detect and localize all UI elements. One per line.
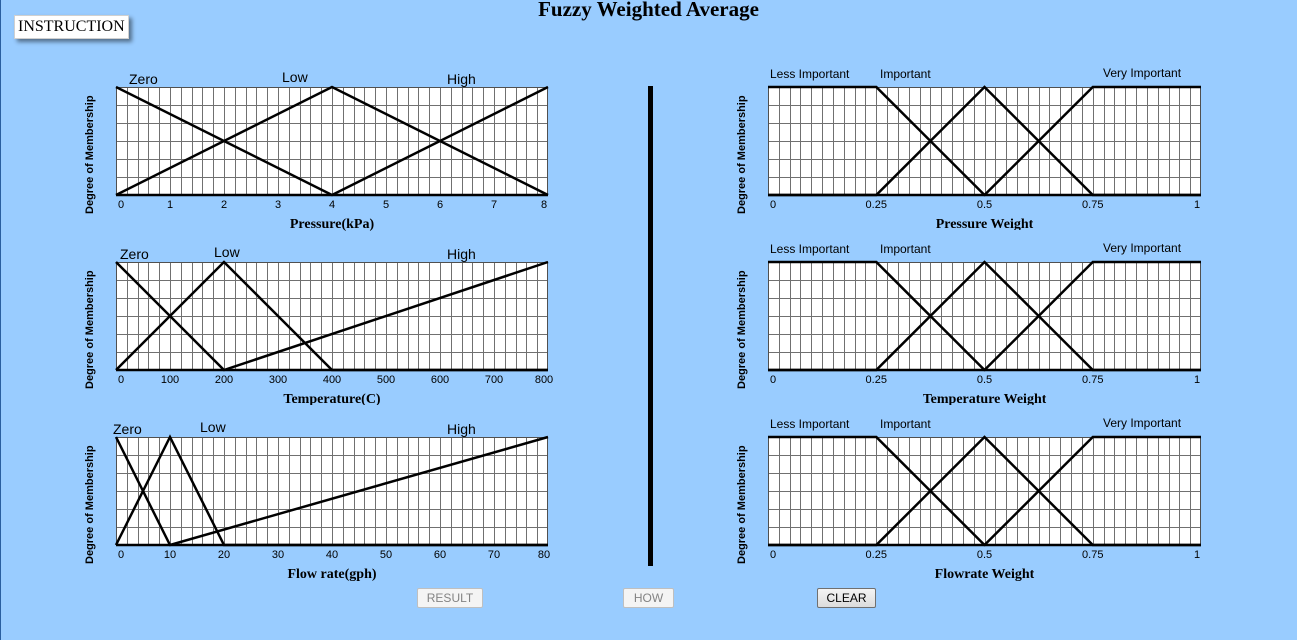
y-axis-label: Degree of Membership (736, 95, 748, 214)
x-tick-label: 0.25 (865, 374, 887, 386)
center-divider (648, 86, 653, 566)
x-tick-label: 4 (328, 199, 336, 211)
series-label-1: Less Important (770, 417, 850, 431)
x-tick-label: 0 (769, 374, 777, 386)
plot-area (768, 260, 1201, 372)
x-tick-label: 400 (322, 374, 342, 386)
y-axis-label: Degree of Membership (84, 270, 96, 389)
x-tick-label: 80 (537, 549, 551, 561)
x-tick-label: 800 (534, 374, 554, 386)
series-label-2: Low (214, 244, 240, 260)
series-label-3: High (447, 71, 476, 87)
y-axis-label: Degree of Membership (84, 445, 96, 564)
x-axis-label: Temperature Weight (922, 392, 1047, 405)
x-axis-label: Pressure(kPa) (289, 217, 375, 232)
x-tick-label: 500 (376, 374, 396, 386)
x-tick-label: 0.75 (1082, 549, 1104, 561)
x-tick-label: 0.75 (1082, 199, 1104, 211)
series-label-2: Important (880, 417, 931, 431)
series-label-3: Very Important (1103, 241, 1182, 255)
x-tick-label: 1 (1193, 549, 1201, 561)
x-tick-label: 7 (490, 199, 498, 211)
result-button[interactable]: RESULT (417, 588, 483, 608)
clear-button[interactable]: CLEAR (817, 588, 876, 608)
x-tick-label: 1 (1193, 374, 1201, 386)
x-tick-label: 0.5 (976, 549, 993, 561)
series-line-2 (115, 260, 548, 372)
x-tick-label: 0 (117, 374, 125, 386)
x-tick-label: 40 (325, 549, 339, 561)
series-line-3 (116, 435, 549, 547)
x-axis-label: Flowrate Weight (934, 567, 1035, 582)
x-tick-label: 0.75 (1082, 374, 1104, 386)
series-label-3: Very Important (1103, 416, 1182, 430)
x-tick-label: 600 (430, 374, 450, 386)
x-tick-label: 0.5 (976, 374, 993, 386)
x-axis-label: Pressure Weight (935, 217, 1034, 230)
series-line-3 (768, 85, 1201, 197)
page-title: Fuzzy Weighted Average (538, 0, 759, 21)
x-tick-label: 700 (484, 374, 504, 386)
x-tick-label: 2 (220, 199, 228, 211)
plot-area (768, 435, 1201, 547)
x-tick-label: 0 (769, 549, 777, 561)
y-axis-label: Degree of Membership (736, 445, 748, 564)
series-label-1: Less Important (770, 67, 850, 81)
series-label-1: Zero (113, 421, 142, 437)
page-border (0, 0, 1, 640)
plot-area (768, 85, 1201, 197)
y-axis-label: Degree of Membership (736, 270, 748, 389)
x-tick-label: 0 (117, 549, 125, 561)
x-tick-label: 30 (271, 549, 285, 561)
series-label-2: Important (880, 242, 931, 256)
x-tick-label: 0.25 (865, 549, 887, 561)
x-tick-label: 10 (163, 549, 177, 561)
x-tick-label: 70 (487, 549, 501, 561)
series-line-2 (115, 85, 549, 197)
series-label-1: Zero (120, 246, 149, 262)
series-label-2: Low (282, 69, 308, 85)
x-tick-label: 50 (379, 549, 393, 561)
x-tick-label: 0.5 (976, 199, 993, 211)
x-tick-label: 5 (382, 199, 390, 211)
series-line-2 (114, 434, 548, 547)
x-tick-label: 6 (436, 199, 444, 211)
series-line-3 (116, 260, 549, 372)
x-tick-label: 100 (160, 374, 180, 386)
x-axis-label: Temperature(C) (283, 392, 381, 405)
x-tick-label: 20 (217, 549, 231, 561)
series-label-1: Zero (129, 71, 158, 87)
series-label-3: High (447, 246, 476, 262)
plot-area (115, 85, 549, 197)
series-label-2: Important (880, 67, 931, 81)
x-tick-label: 1 (166, 199, 174, 211)
how-button[interactable]: HOW (623, 588, 674, 608)
x-tick-label: 0 (117, 199, 125, 211)
x-tick-label: 8 (540, 199, 548, 211)
x-tick-label: 0.25 (865, 199, 887, 211)
series-line-3 (768, 435, 1201, 547)
x-tick-label: 200 (214, 374, 234, 386)
series-label-2: Low (200, 419, 226, 435)
series-line-3 (116, 85, 549, 197)
x-tick-label: 0 (769, 199, 777, 211)
series-label-3: Very Important (1103, 66, 1182, 80)
x-tick-label: 3 (274, 199, 282, 211)
series-label-3: High (447, 421, 476, 437)
x-tick-label: 300 (268, 374, 288, 386)
series-label-1: Less Important (770, 242, 850, 256)
plot-area (115, 260, 549, 372)
x-tick-label: 60 (433, 549, 447, 561)
series-line-3 (768, 260, 1201, 372)
instruction-button[interactable]: INSTRUCTION (14, 15, 129, 39)
x-tick-label: 1 (1193, 199, 1201, 211)
plot-area (114, 434, 549, 547)
y-axis-label: Degree of Membership (84, 95, 96, 214)
x-axis-label: Flow rate(gph) (287, 567, 377, 582)
